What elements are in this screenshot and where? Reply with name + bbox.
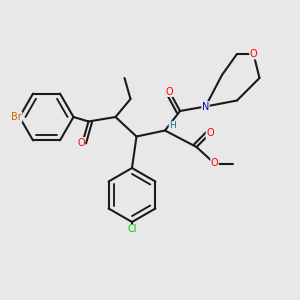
Text: O: O xyxy=(206,128,214,139)
Text: O: O xyxy=(250,49,257,59)
Text: Br: Br xyxy=(11,112,22,122)
Text: N: N xyxy=(202,101,209,112)
Text: O: O xyxy=(77,137,85,148)
Text: Cl: Cl xyxy=(127,224,137,235)
Text: O: O xyxy=(166,86,173,97)
Text: O: O xyxy=(211,158,218,169)
Text: H: H xyxy=(169,122,176,130)
